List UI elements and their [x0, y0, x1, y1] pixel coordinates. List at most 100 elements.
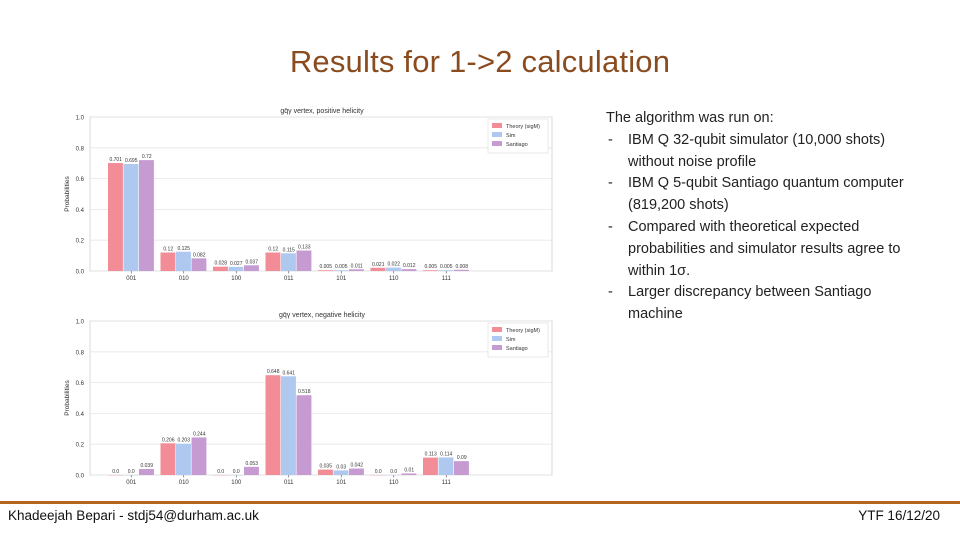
bar — [318, 469, 333, 475]
x-tick-label: 010 — [179, 480, 190, 486]
y-axis-label: Probabilities — [64, 380, 71, 416]
bar — [176, 443, 191, 475]
bar — [296, 395, 312, 475]
legend-swatch — [492, 345, 502, 350]
data-label: 0.0 — [233, 469, 240, 475]
legend-swatch — [492, 141, 502, 146]
legend-label: Santiago — [506, 346, 528, 352]
y-tick-label: 0.0 — [76, 474, 85, 480]
bar — [108, 163, 123, 271]
data-label: 0.09 — [457, 455, 467, 461]
legend-label: Theory (sigM) — [506, 124, 540, 130]
x-tick-label: 010 — [179, 276, 190, 282]
y-tick-label: 0.2 — [76, 443, 85, 449]
legend-swatch — [492, 336, 502, 341]
x-tick-label: 110 — [389, 276, 399, 282]
run-description-intro: The algorithm was run on: — [606, 110, 774, 126]
bar — [265, 375, 281, 475]
chart-positive-helicity: 0.0 0.2 0.4 0.6 0.8 1.0 Probabilities gq̄γ vert… — [60, 103, 560, 293]
data-label: 0.0 — [375, 469, 382, 475]
data-label: 0.114 — [440, 451, 452, 457]
footer-author: Khadeejah Bepari - stdj54@durham.ac.uk — [8, 508, 259, 523]
data-label: 0.021 — [372, 262, 385, 268]
data-label: 0.035 — [319, 464, 332, 470]
bar — [333, 270, 349, 271]
data-label: 0.203 — [177, 438, 190, 444]
bar — [139, 160, 154, 271]
y-tick-label: 0.2 — [76, 239, 85, 245]
data-label: 0.082 — [193, 252, 206, 258]
data-label: 0.005 — [424, 264, 437, 270]
x-tick-label: 011 — [284, 276, 294, 282]
data-label: 0.0 — [112, 469, 119, 475]
data-label: 0.005 — [440, 264, 453, 270]
data-label: 0.641 — [282, 370, 295, 376]
bar — [333, 470, 349, 475]
bullet-item: Larger discrepancy between Santiago mach… — [606, 282, 926, 326]
plot-area — [89, 320, 553, 476]
data-label: 0.039 — [140, 463, 153, 469]
x-tick-label: 111 — [442, 480, 452, 486]
bar — [423, 457, 438, 475]
bar — [318, 270, 333, 271]
bullet-list: IBM Q 32-qubit simulator (10,000 shots) … — [606, 130, 926, 326]
data-label: 0.701 — [109, 157, 122, 163]
x-tick-label: 101 — [336, 480, 347, 486]
data-label: 0.005 — [335, 264, 348, 270]
data-label: 0.037 — [245, 259, 258, 265]
data-label: 0.012 — [403, 263, 416, 269]
data-label: 0.008 — [455, 264, 468, 270]
x-tick-label: 100 — [231, 276, 242, 282]
x-tick-label: 110 — [389, 480, 399, 486]
x-tick-label: 111 — [442, 276, 452, 282]
bar — [401, 269, 417, 271]
bar — [265, 252, 281, 271]
chart-positive-helicity-svg: 0.0 0.2 0.4 0.6 0.8 1.0 Probabilities gq̄γ vert… — [64, 108, 553, 282]
y-tick-label: 0.4 — [76, 412, 85, 418]
y-axis-label: Probabilities — [64, 176, 71, 212]
data-label: 0.011 — [351, 263, 363, 269]
data-label: 0.042 — [350, 463, 363, 469]
bar — [386, 267, 401, 271]
x-tick-label: 001 — [126, 480, 137, 486]
y-tick-label: 0.6 — [76, 177, 85, 183]
data-label: 0.72 — [142, 154, 152, 160]
x-tick-label: 001 — [126, 276, 137, 282]
run-description: The algorithm was run on: IBM Q 32-qubit… — [606, 108, 926, 326]
bar — [160, 252, 176, 271]
x-tick-label: 011 — [284, 480, 294, 486]
bar — [228, 266, 244, 271]
y-tick-label: 1.0 — [76, 320, 85, 326]
legend-swatch — [492, 123, 502, 128]
bullet-item: IBM Q 32-qubit simulator (10,000 shots) … — [606, 130, 926, 174]
chart-negative-helicity: 0.0 0.2 0.4 0.6 0.8 1.0 Probabilities gq̄γ vert… — [60, 307, 560, 497]
data-label: 0.0 — [390, 469, 397, 475]
bar — [296, 250, 312, 271]
data-label: 0.12 — [163, 247, 173, 253]
bar — [401, 473, 417, 475]
data-label: 0.125 — [177, 246, 190, 252]
data-label: 0.695 — [125, 158, 138, 164]
bar — [349, 468, 364, 475]
data-label: 0.0 — [128, 469, 135, 475]
bar — [370, 267, 386, 271]
y-tick-label: 0.6 — [76, 381, 85, 387]
data-label: 0.12 — [268, 247, 278, 253]
bar — [191, 437, 207, 475]
bar — [213, 266, 228, 271]
data-label: 0.648 — [267, 369, 280, 375]
slide-title: Results for 1->2 calculation — [289, 44, 671, 79]
y-tick-label: 1.0 — [76, 116, 85, 122]
y-tick-label: 0.4 — [76, 208, 85, 214]
legend-label: Sim — [506, 133, 516, 139]
chart-negative-helicity-svg: 0.0 0.2 0.4 0.6 0.8 1.0 Probabilities gq̄γ vert… — [64, 312, 553, 486]
bullet-item: IBM Q 5-qubit Santiago quantum computer … — [606, 173, 926, 217]
y-tick-label: 0.0 — [76, 270, 85, 276]
bar — [160, 443, 176, 475]
bullet-item: Compared with theoretical expected proba… — [606, 217, 926, 282]
data-label: 0.133 — [298, 245, 311, 251]
bar — [454, 461, 469, 475]
data-label: 0.244 — [193, 431, 206, 437]
bar — [244, 466, 259, 475]
bar — [244, 265, 259, 271]
